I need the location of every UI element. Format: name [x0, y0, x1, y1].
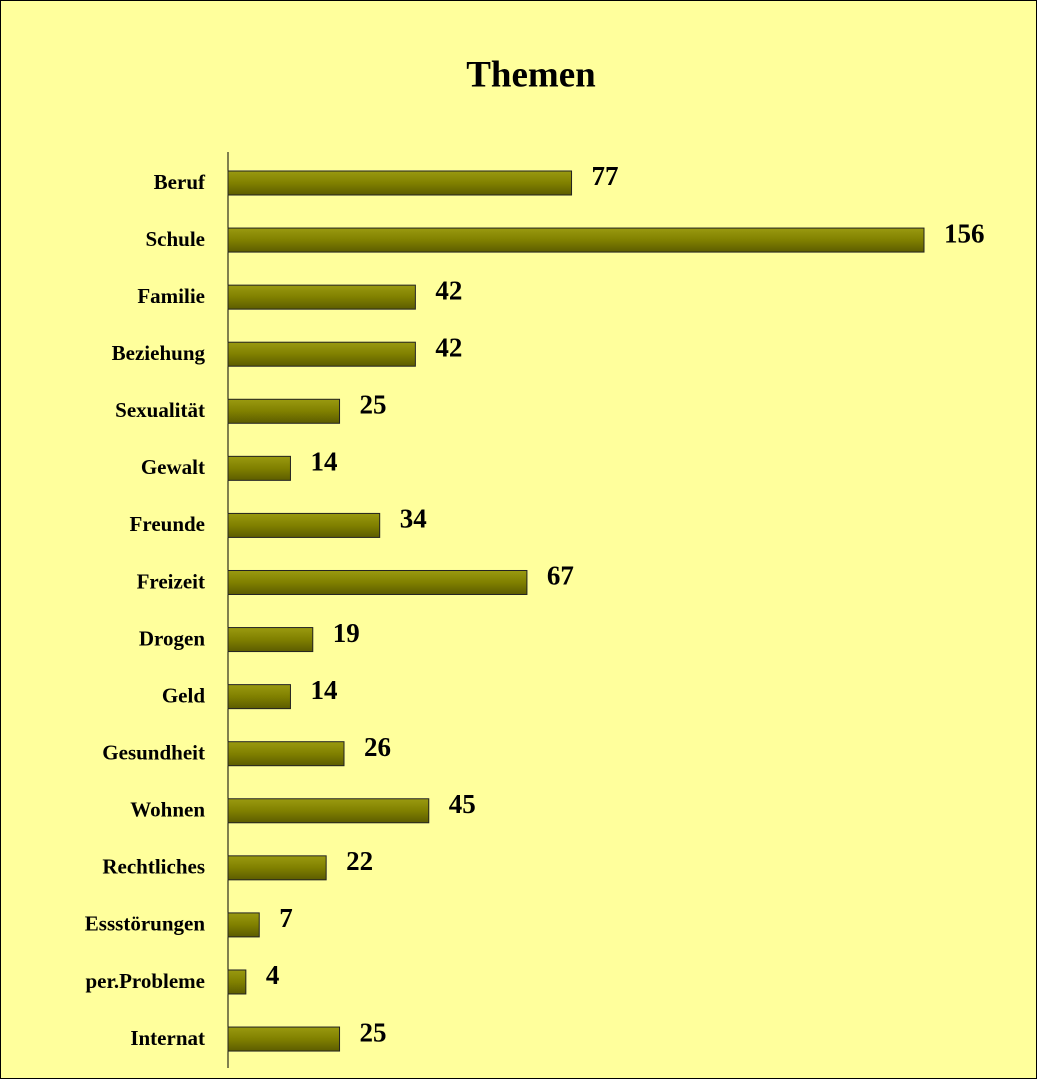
category-label: per.Probleme	[85, 969, 205, 993]
value-label: 7	[279, 903, 293, 933]
bar	[227, 1026, 341, 1052]
value-label: 19	[333, 618, 360, 648]
value-label: 25	[360, 1017, 387, 1047]
category-label: Sexualität	[115, 398, 205, 422]
bar	[227, 569, 528, 595]
category-label: Essstörungen	[85, 912, 206, 936]
bar	[227, 855, 327, 881]
bar	[227, 398, 341, 424]
value-label: 34	[400, 504, 427, 534]
bar	[227, 512, 381, 538]
category-label: Geld	[162, 683, 205, 707]
value-label: 42	[435, 275, 462, 305]
category-label: Drogen	[139, 626, 205, 650]
value-label: 25	[360, 389, 387, 419]
category-label: Internat	[130, 1026, 205, 1050]
chart-title: Themen	[466, 54, 596, 95]
value-label: 77	[592, 161, 619, 191]
value-label: 156	[944, 218, 985, 248]
value-label: 14	[310, 675, 337, 705]
bar	[227, 798, 430, 824]
category-label: Freizeit	[137, 569, 205, 593]
bar	[227, 284, 416, 310]
category-label: Beziehung	[112, 341, 206, 365]
value-label: 67	[547, 561, 574, 591]
bar	[227, 170, 573, 196]
category-label: Gewalt	[141, 455, 205, 479]
bar	[227, 912, 260, 938]
category-label: Wohnen	[130, 798, 205, 822]
value-label: 26	[364, 732, 391, 762]
category-label: Gesundheit	[102, 741, 205, 765]
value-label: 14	[310, 447, 337, 477]
value-label: 42	[435, 332, 462, 362]
bar	[227, 627, 314, 653]
value-label: 45	[449, 789, 476, 819]
bar	[227, 341, 416, 367]
bar	[227, 227, 925, 253]
category-label: Schule	[145, 227, 205, 251]
bar	[227, 455, 291, 481]
value-label: 4	[266, 960, 280, 990]
category-label: Beruf	[154, 170, 206, 194]
bar	[227, 969, 247, 995]
value-label: 22	[346, 846, 373, 876]
category-label: Freunde	[130, 512, 205, 536]
bar	[227, 741, 345, 767]
bar	[227, 684, 291, 710]
category-label: Rechtliches	[102, 855, 205, 879]
category-label: Familie	[137, 284, 205, 308]
